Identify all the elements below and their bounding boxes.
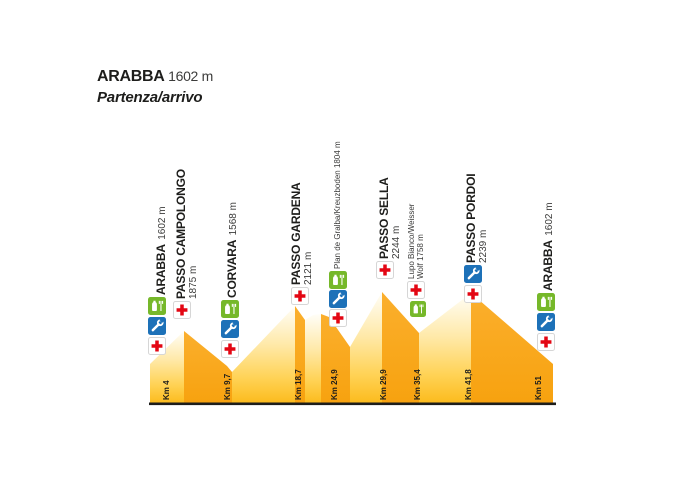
station-elevation: 1602 m [544, 202, 555, 236]
station-name: PASSO CAMPOLONGO [174, 169, 188, 299]
wrench-icon [464, 265, 482, 283]
km-tick-label: Km 51 [534, 375, 543, 400]
wrench-icon [148, 317, 166, 335]
km-tick-label: Km 29,9 [379, 369, 388, 400]
station-elevation: 2244 m [391, 225, 402, 259]
station-label-corvara: CORVARA 1568 m [224, 202, 240, 298]
station-label-arabba-start: ARABBA 1602 m [153, 206, 169, 295]
red-cross-icon [221, 340, 239, 358]
red-cross-icon [173, 301, 191, 319]
station-elevation: 1602 m [157, 206, 168, 240]
station-elevation: 1875 m [188, 265, 199, 299]
red-cross-icon [291, 287, 309, 305]
station-elevation: Wolf 1758 m [416, 234, 425, 279]
wrench-icon [329, 290, 347, 308]
station-label-sella: PASSO SELLA 2244 m [377, 177, 402, 259]
red-cross-icon [329, 309, 347, 327]
title-block: ARABBA 1602 m Partenza/arrivo [97, 68, 213, 106]
red-cross-icon [537, 333, 555, 351]
refreshment-icon [410, 301, 426, 317]
km-tick-label: Km 9,7 [223, 373, 232, 400]
km-tick-label: Km 18,7 [294, 369, 303, 400]
refreshment-icon [148, 297, 166, 315]
red-cross-icon [464, 285, 482, 303]
station-label-arabba-end: ARABBA 1602 m [540, 202, 556, 291]
refreshment-icon [537, 293, 555, 311]
wrench-icon [537, 313, 555, 331]
station-name: PASSO SELLA [377, 177, 391, 259]
refreshment-icon [221, 300, 239, 318]
station-name: CORVARA [225, 239, 239, 298]
station-elevation: 1568 m [228, 202, 239, 236]
km-tick-label: Km 35,4 [413, 369, 422, 400]
station-label-plan-de-gralba: Plan de Gralba/Kreuzboden 1804 m [333, 141, 342, 269]
page-title: ARABBA 1602 m [97, 68, 213, 86]
title-subtitle: Partenza/arrivo [97, 89, 203, 106]
km-tick-label: Km 4 [162, 380, 171, 400]
title-name: ARABBA [97, 68, 164, 85]
station-name: ARABBA [154, 244, 168, 295]
station-label-gardena: PASSO GARDENA 2121 m [289, 182, 314, 285]
station-label-pordoi: PASSO PORDOI 2239 m [464, 173, 489, 263]
station-name: ARABBA [541, 240, 555, 291]
station-name: Lupo Bianco/Weisser [407, 203, 416, 279]
baseline [149, 402, 556, 406]
profile-slopes [150, 292, 553, 403]
station-name: PASSO PORDOI [464, 173, 478, 263]
station-name: Plan de Gralba/Kreuzboden 1804 m [333, 141, 342, 269]
refreshment-icon [329, 271, 347, 289]
km-tick-label: Km 24,9 [330, 369, 339, 400]
station-label-lupo-bianco: Lupo Bianco/Weisser Wolf 1758 m [407, 204, 425, 279]
station-name: PASSO GARDENA [289, 182, 303, 285]
red-cross-icon [376, 261, 394, 279]
station-elevation: 2239 m [478, 229, 489, 263]
wrench-icon [221, 320, 239, 338]
station-elevation: 2121 m [303, 251, 314, 285]
red-cross-icon [148, 337, 166, 355]
km-tick-label: Km 41,8 [464, 369, 473, 400]
station-label-campolongo: PASSO CAMPOLONGO 1875 m [174, 169, 199, 299]
title-elevation: 1602 m [168, 68, 213, 84]
red-cross-icon [407, 281, 425, 299]
